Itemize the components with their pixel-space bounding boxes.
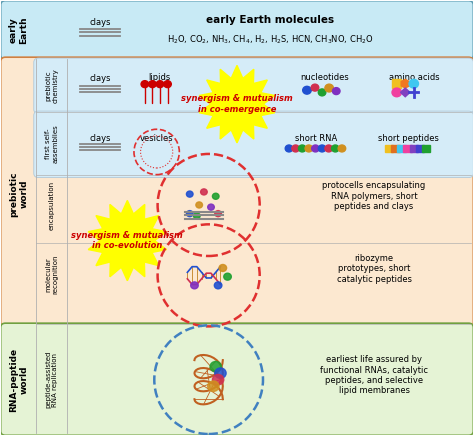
Circle shape (311, 84, 319, 91)
Text: protocells encapsulating
RNA polymers, short
peptides and clays: protocells encapsulating RNA polymers, s… (322, 181, 426, 211)
Text: short peptides: short peptides (378, 133, 438, 143)
Bar (397, 145, 406, 152)
Circle shape (208, 381, 219, 392)
Circle shape (210, 361, 221, 372)
Circle shape (196, 202, 202, 208)
Circle shape (219, 265, 227, 272)
FancyBboxPatch shape (34, 58, 474, 114)
FancyBboxPatch shape (0, 57, 474, 327)
Text: clays: clays (89, 134, 111, 143)
Circle shape (212, 193, 219, 199)
Text: prebiotic
chemistry: prebiotic chemistry (45, 68, 58, 103)
Text: lipids: lipids (148, 73, 170, 82)
Circle shape (191, 282, 198, 289)
Text: nucleotides: nucleotides (300, 73, 349, 82)
Text: clays: clays (89, 18, 111, 27)
Circle shape (214, 282, 222, 289)
Circle shape (164, 81, 171, 88)
Circle shape (292, 145, 300, 152)
Text: early Earth molecules: early Earth molecules (206, 15, 334, 25)
Text: encapsulation: encapsulation (49, 181, 55, 229)
Text: RNA-peptide
world: RNA-peptide world (9, 347, 28, 412)
Polygon shape (199, 65, 275, 143)
Text: prebiotic
world: prebiotic world (9, 171, 28, 217)
Circle shape (303, 86, 311, 94)
Circle shape (338, 145, 346, 152)
Circle shape (312, 145, 319, 152)
Text: peptide-assisted
RNA replication: peptide-assisted RNA replication (45, 351, 58, 409)
FancyBboxPatch shape (0, 1, 474, 59)
Bar (410, 145, 418, 152)
Circle shape (208, 204, 214, 210)
Circle shape (285, 145, 293, 152)
Circle shape (215, 368, 226, 378)
Circle shape (318, 89, 326, 96)
Circle shape (149, 81, 156, 88)
Text: clays: clays (89, 74, 111, 82)
Circle shape (332, 88, 340, 95)
Polygon shape (88, 201, 166, 281)
Bar (391, 145, 400, 152)
Text: earliest life assured by
functional RNAs, catalytic
peptides, and selective
lipi: earliest life assured by functional RNAs… (320, 355, 428, 395)
Bar (392, 79, 401, 88)
Circle shape (224, 273, 231, 280)
Text: early
Earth: early Earth (9, 17, 28, 44)
Text: first self-
assemblies: first self- assemblies (45, 125, 58, 164)
Circle shape (299, 145, 306, 152)
Bar (385, 145, 393, 152)
Circle shape (186, 191, 193, 197)
Text: H$_2$O, CO$_2$, NH$_3$, CH$_4$, H$_2$, H$_2$S, HCN, CH$_3$NO, CH$_2$O: H$_2$O, CO$_2$, NH$_3$, CH$_4$, H$_2$, H… (167, 34, 374, 46)
Circle shape (186, 211, 193, 217)
Circle shape (392, 88, 401, 97)
Circle shape (156, 81, 164, 88)
Text: amino acids: amino acids (389, 73, 439, 82)
Circle shape (331, 145, 339, 152)
Circle shape (212, 375, 224, 385)
Circle shape (193, 213, 200, 219)
FancyBboxPatch shape (0, 323, 474, 435)
Circle shape (409, 79, 419, 88)
Polygon shape (401, 79, 410, 88)
Circle shape (201, 189, 207, 195)
Circle shape (318, 145, 326, 152)
Bar (416, 145, 424, 152)
Polygon shape (401, 88, 410, 97)
Text: synergism & mutualism
in co-evolution: synergism & mutualism in co-evolution (72, 231, 183, 250)
Circle shape (325, 84, 333, 92)
Text: vesicles: vesicles (140, 133, 173, 143)
Circle shape (305, 145, 313, 152)
Circle shape (215, 211, 221, 217)
Text: molecular
recognition: molecular recognition (45, 255, 58, 294)
Text: synergism & mutualism
in co-emergence: synergism & mutualism in co-emergence (181, 95, 293, 114)
Text: ribozyme
prototypes, short
catalytic peptides: ribozyme prototypes, short catalytic pep… (337, 254, 411, 284)
Circle shape (325, 145, 332, 152)
Circle shape (141, 81, 149, 88)
Text: short RNA: short RNA (295, 133, 337, 143)
Bar (403, 145, 412, 152)
FancyBboxPatch shape (34, 111, 474, 177)
Bar (422, 145, 430, 152)
